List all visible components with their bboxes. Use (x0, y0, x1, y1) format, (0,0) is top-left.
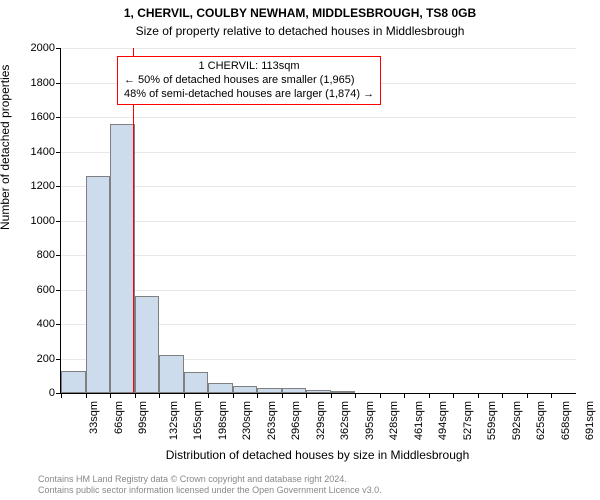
histogram-bar (86, 176, 111, 393)
y-tick-label: 400 (37, 318, 61, 330)
x-tick-label: 263sqm (266, 401, 278, 440)
x-tick-label: 625sqm (536, 401, 548, 440)
y-tick-label: 1200 (31, 180, 61, 192)
x-tick-mark (184, 393, 185, 398)
copyright-line1: Contains HM Land Registry data © Crown c… (38, 474, 382, 485)
x-tick-mark (306, 393, 307, 398)
x-tick-label: 559sqm (487, 401, 499, 440)
x-tick-mark (282, 393, 283, 398)
x-tick-label: 329sqm (315, 401, 327, 440)
x-tick-mark (453, 393, 454, 398)
x-tick-label: 527sqm (462, 401, 474, 440)
grid-line (61, 221, 576, 222)
y-tick-label: 800 (37, 249, 61, 261)
x-tick-label: 132sqm (168, 401, 180, 440)
chart-container: { "title": { "line1": "1, CHERVIL, COULB… (0, 0, 600, 500)
grid-line (61, 152, 576, 153)
x-tick-mark (159, 393, 160, 398)
histogram-bar (331, 391, 356, 393)
y-tick-label: 1400 (31, 146, 61, 158)
histogram-bar (61, 371, 86, 393)
y-tick-label: 2000 (31, 42, 61, 54)
x-tick-label: 165sqm (192, 401, 204, 440)
x-tick-label: 494sqm (437, 401, 449, 440)
histogram-bar (135, 296, 160, 393)
x-tick-label: 33sqm (88, 401, 100, 434)
y-tick-label: 1000 (31, 215, 61, 227)
annotation-line: ← 50% of detached houses are smaller (1,… (124, 74, 374, 88)
x-tick-mark (478, 393, 479, 398)
x-tick-mark (257, 393, 258, 398)
x-axis-label: Distribution of detached houses by size … (60, 448, 575, 462)
x-tick-label: 461sqm (413, 401, 425, 440)
histogram-bar (110, 124, 135, 393)
x-tick-mark (551, 393, 552, 398)
y-tick-label: 0 (49, 387, 61, 399)
y-tick-label: 1600 (31, 111, 61, 123)
x-tick-mark (135, 393, 136, 398)
histogram-bar (282, 388, 307, 393)
x-tick-label: 99sqm (137, 401, 149, 434)
x-tick-mark (380, 393, 381, 398)
x-tick-label: 198sqm (217, 401, 229, 440)
histogram-bar (233, 386, 258, 393)
chart-title-line1: 1, CHERVIL, COULBY NEWHAM, MIDDLESBROUGH… (0, 6, 600, 20)
x-tick-mark (429, 393, 430, 398)
y-tick-label: 1800 (31, 77, 61, 89)
x-tick-mark (110, 393, 111, 398)
plot-area: 020040060080010001200140016001800200033s… (60, 48, 576, 394)
grid-line (61, 290, 576, 291)
histogram-bar (208, 383, 233, 393)
histogram-bar (184, 372, 209, 393)
grid-line (61, 48, 576, 49)
x-tick-label: 230sqm (241, 401, 253, 440)
x-tick-mark (208, 393, 209, 398)
x-tick-mark (502, 393, 503, 398)
grid-line (61, 255, 576, 256)
grid-line (61, 186, 576, 187)
histogram-bar (306, 390, 331, 393)
x-tick-label: 428sqm (388, 401, 400, 440)
x-tick-label: 296sqm (290, 401, 302, 440)
x-tick-mark (527, 393, 528, 398)
x-tick-mark (61, 393, 62, 398)
y-tick-label: 600 (37, 284, 61, 296)
x-tick-mark (331, 393, 332, 398)
x-tick-label: 691sqm (585, 401, 597, 440)
grid-line (61, 117, 576, 118)
x-tick-label: 658sqm (560, 401, 572, 440)
y-tick-label: 200 (37, 353, 61, 365)
x-tick-mark (233, 393, 234, 398)
annotation-box: 1 CHERVIL: 113sqm← 50% of detached house… (117, 56, 381, 105)
y-axis-label: Number of detached properties (0, 65, 12, 230)
x-tick-label: 66sqm (113, 401, 125, 434)
annotation-line: 48% of semi-detached houses are larger (… (124, 88, 374, 102)
x-tick-label: 395sqm (364, 401, 376, 440)
histogram-bar (257, 388, 282, 393)
annotation-line: 1 CHERVIL: 113sqm (124, 60, 374, 74)
x-tick-mark (404, 393, 405, 398)
chart-title-line2: Size of property relative to detached ho… (0, 24, 600, 38)
x-tick-label: 592sqm (511, 401, 523, 440)
copyright-line2: Contains public sector information licen… (38, 485, 382, 496)
x-tick-mark (355, 393, 356, 398)
copyright-notice: Contains HM Land Registry data © Crown c… (38, 474, 382, 496)
x-tick-mark (86, 393, 87, 398)
x-tick-label: 362sqm (339, 401, 351, 440)
histogram-bar (159, 355, 184, 393)
